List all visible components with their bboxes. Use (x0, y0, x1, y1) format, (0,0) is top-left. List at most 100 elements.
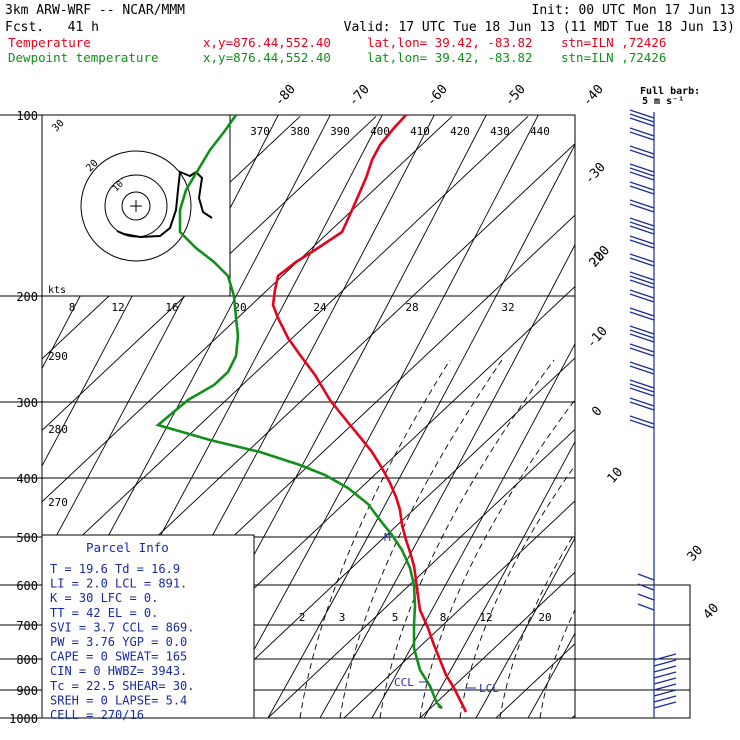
isotherm-label: -10 (584, 324, 611, 351)
wind-barb (629, 225, 655, 235)
wind-barb (629, 361, 655, 371)
theta-label: 410 (410, 125, 430, 138)
dew-xy: x,y=876.44,552.40 (203, 50, 331, 65)
model-title: 3km ARW-WRF -- NCAR/MMM (5, 3, 185, 18)
dewpoint-profile (155, 114, 443, 710)
parcel-row: CIN = 0 HWBZ= 3943. (50, 664, 187, 678)
hodo-scale-label: 28 (405, 301, 418, 314)
wind-barb (629, 415, 655, 425)
wind-barb (629, 167, 655, 177)
mixing-ratio-label: 20 (538, 611, 551, 624)
isotherm-label: 10 (605, 465, 627, 487)
temp-xy: x,y=876.44,552.40 (203, 35, 331, 50)
dew-stn: stn=ILN ,72426 (561, 50, 666, 65)
wind-barb (629, 145, 655, 155)
temp-latlon: lat,lon= 39.42, -83.82 (367, 35, 533, 50)
isotherm-label: -20 (586, 243, 613, 270)
parcel-title: Parcel Info (86, 540, 169, 555)
parcel-row: SREH = 0 LAPSE= 5.4 (50, 693, 187, 707)
mixing-ratio-label: 8 (440, 611, 447, 624)
pressure-labels: 100 200 300 400 500 600 700 800 900 1000 (9, 109, 38, 726)
theta-label: 430 (490, 125, 510, 138)
hodo-scale-labels: 8 12 16 20 24 28 32 (69, 301, 515, 314)
isotherm-label: 30 (685, 543, 707, 565)
pressure-label: 100 (16, 109, 38, 123)
pressure-label: 1000 (9, 712, 38, 726)
init-time: Init: 00 UTC Mon 17 Jun 13 (532, 3, 736, 18)
wind-barb (653, 695, 677, 703)
pressure-label: 300 (16, 396, 38, 410)
pressure-label: 900 (16, 684, 38, 698)
wind-barb (629, 387, 655, 397)
isotherm-label: -60 (424, 82, 451, 109)
wind-barb (629, 185, 655, 195)
isotherm-label: -40 (580, 82, 607, 109)
hodograph-trace (116, 170, 213, 239)
isotherm-label: -70 (346, 82, 373, 109)
dry-adiabat (319, 243, 575, 718)
wind-barb (653, 677, 677, 685)
wind-barb (637, 603, 655, 611)
mixing-ratio-labels: 2 3 5 8 12 20 (299, 611, 552, 624)
moist-adiabat (459, 464, 575, 718)
theta-label: 390 (330, 125, 350, 138)
theta-label: 400 (370, 125, 390, 138)
isotherm-label: -30 (582, 160, 609, 187)
parcel-row: TT = 42 EL = 0. (50, 606, 158, 620)
pressure-label: 400 (16, 472, 38, 486)
isotherm (191, 357, 575, 718)
isotherm (343, 500, 575, 718)
wind-barb (629, 343, 655, 353)
dew-latlon: lat,lon= 39.42, -83.82 (367, 50, 533, 65)
wind-barb (629, 113, 655, 123)
wind-barb (629, 131, 655, 141)
wind-barb (653, 689, 677, 697)
hodo-scale-label: 16 (165, 301, 178, 314)
dry-adiabat (736, 100, 740, 718)
isotherm-label: 0 (589, 404, 605, 420)
parcel-row: T = 19.6 Td = 16.9 (50, 562, 180, 576)
parcel-row: PW = 3.76 YGP = 0.0 (50, 635, 187, 649)
marker-ccl: CCL (394, 676, 414, 689)
wind-barb (629, 217, 655, 227)
wind-barb (629, 397, 655, 407)
moist-adiabats (299, 359, 575, 718)
wind-barbs (629, 109, 677, 709)
marker-lcl: LCL (479, 682, 499, 695)
plot-frame (41, 114, 576, 719)
dry-adiabat (475, 537, 575, 718)
barb-legend-2: 5 m s⁻¹ (642, 96, 684, 107)
isotherm (495, 643, 575, 718)
isotherm-label: -50 (502, 82, 529, 109)
isotherm (42, 116, 453, 503)
pressure-label: 500 (16, 531, 38, 545)
theta-side-label: 290 (48, 350, 68, 363)
wind-barb (629, 235, 655, 245)
wind-barb (629, 127, 655, 137)
valid-time: Valid: 17 UTC Tue 18 Jun 13 (11 MDT Tue … (344, 20, 735, 35)
theta-side-labels: 290 280 270 (48, 350, 68, 509)
isotherm-label: -80 (272, 82, 299, 109)
mixing-ratio-label: 3 (339, 611, 346, 624)
wind-barb (629, 383, 655, 393)
dry-adiabat (684, 100, 740, 718)
wind-barb (653, 665, 677, 673)
wind-barb (653, 659, 677, 667)
wind-barb (629, 257, 655, 267)
parcel-row: CAPE = 0 SWEAT= 165 (50, 650, 187, 664)
wind-barb (629, 253, 655, 263)
wind-barb (629, 199, 655, 209)
wind-barb (637, 583, 655, 591)
isotherm (42, 116, 529, 574)
wind-barb (629, 149, 655, 159)
pressure-label: 700 (16, 619, 38, 633)
mixing-ratio-label: 5 (392, 611, 399, 624)
wind-barb (629, 379, 655, 389)
isotherm (419, 571, 575, 718)
isotherm-label: 40 (701, 601, 723, 623)
theta-side-label: 270 (48, 496, 68, 509)
theta-side-label: 280 (48, 423, 68, 436)
theta-label: 370 (250, 125, 270, 138)
parcel-info-panel: Parcel Info T = 19.6 Td = 16.9LI = 2.0 L… (41, 534, 255, 722)
